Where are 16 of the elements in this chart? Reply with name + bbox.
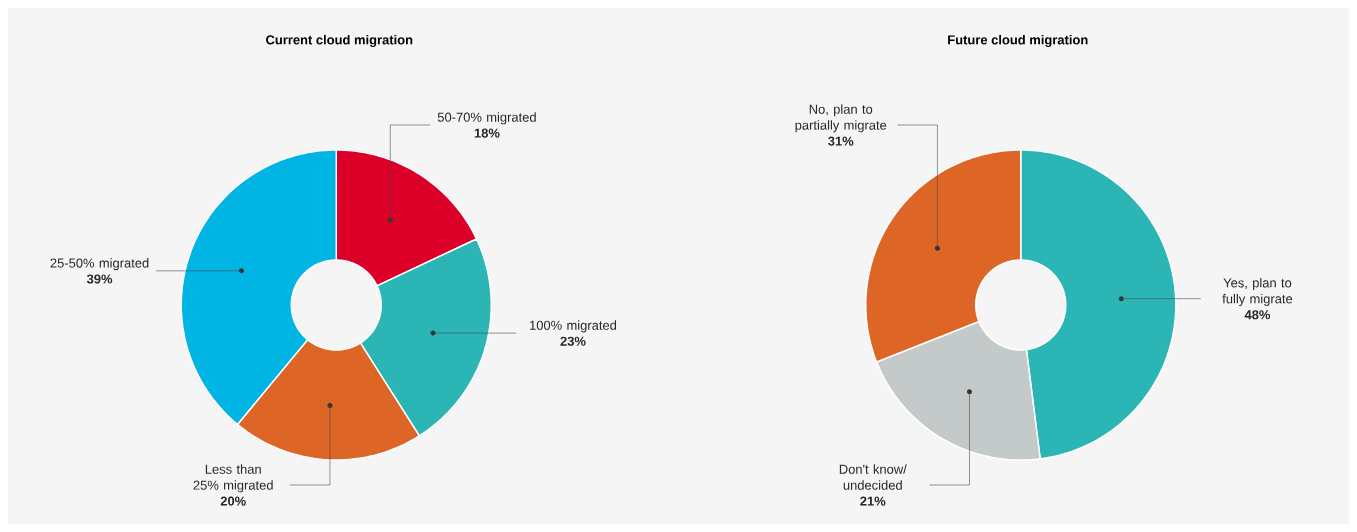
slice-label: Yes, plan to fully migrate [1222,277,1293,306]
data-label: 48% [1244,310,1271,320]
data-label: 31% [828,136,854,146]
slice-label: Less than 25% migrated [193,464,273,493]
chart-title: Current cloud migration [266,34,413,48]
slice-label: 50-70% migrated [437,112,536,125]
slice-label: 25-50% migrated [50,258,149,271]
data-label: 39% [86,274,113,284]
slice-label: Don't know/ undecided [839,464,907,490]
chart-title: Future cloud migration [948,34,1088,48]
data-label: 21% [860,496,886,506]
data-label: 23% [560,336,586,346]
slice-label: 100% migrated [530,320,617,333]
data-label: 20% [220,496,246,506]
slice-label: No, plan to partially migrate [795,104,887,133]
data-label: 18% [474,128,500,138]
